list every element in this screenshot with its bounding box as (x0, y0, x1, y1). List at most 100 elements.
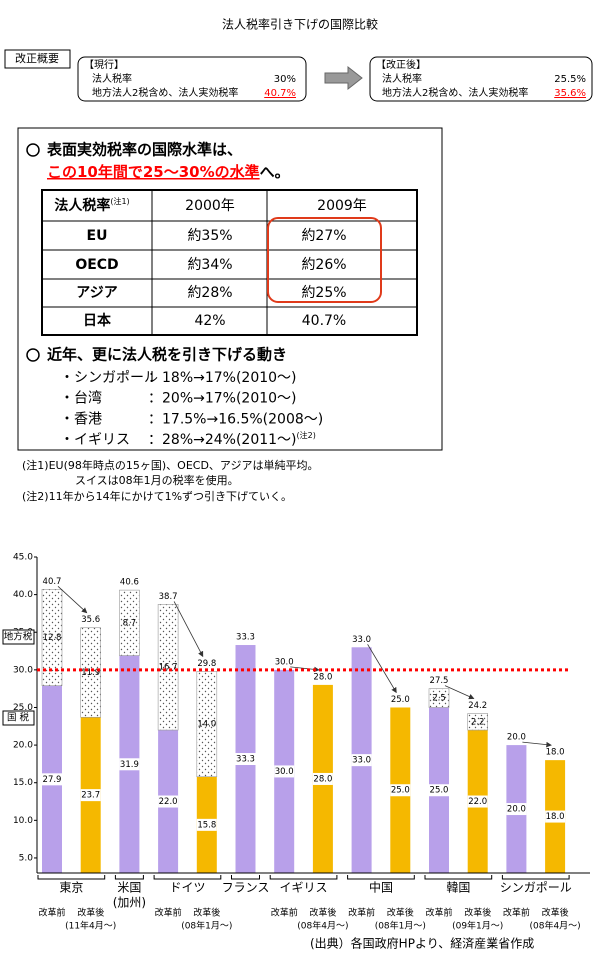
table-cell: OECD (75, 257, 118, 273)
total-label: 40.7 (43, 577, 62, 587)
total-label: 35.6 (81, 615, 100, 625)
value-label: 2.5 (432, 694, 446, 704)
moves: ・シンガポール：18%→17%(2010～) ・台湾 ：20%→17%(2010～)… (60, 370, 323, 448)
value-label: 8.7 (123, 618, 137, 628)
info-box (17, 127, 443, 451)
group-label: 中国 (369, 880, 393, 895)
table-cell: アジア (76, 285, 117, 301)
x-tick-label: 改革前 (425, 907, 452, 919)
bullet (26, 143, 40, 157)
table-body: EU 約35% 約27% OECD 約34% 約26% アジア 約28% 約25% 日本 42% 40… (75, 228, 346, 329)
group-bracket (153, 875, 222, 880)
bar-segment (41, 589, 63, 686)
label-bg (196, 818, 217, 831)
table-cell: 42% (194, 313, 225, 329)
label-bg (312, 772, 333, 785)
group-label: ドイツ (169, 881, 205, 895)
table-header: 2000年 (185, 198, 235, 214)
total-label: 29.8 (197, 659, 216, 669)
group-label: 東京 (59, 881, 83, 895)
series-name: 地方税 (4, 631, 33, 643)
change-arrow (444, 685, 475, 700)
table-header: 法人税率(注1) (54, 196, 129, 215)
table-cell: 約25% (301, 285, 346, 301)
label-bg (429, 784, 449, 797)
current-label: 地方法人2税含め、法人実効税率 (92, 86, 238, 99)
x-tick-label: 改革前 (155, 907, 182, 919)
group-bracket (501, 875, 570, 880)
header-text: 法人税率 (54, 197, 110, 214)
value-label: 12.8 (43, 633, 62, 643)
point-highlight: この10年間で25～30%の水準 (47, 163, 260, 181)
label-bg (235, 753, 256, 766)
value-label: 18.0 (546, 812, 565, 822)
group-label: イギリス (280, 881, 328, 895)
bullet (26, 348, 40, 362)
series-tag-box (2, 629, 35, 645)
label-bg (467, 795, 488, 808)
total-label: 25.0 (391, 695, 410, 705)
group-note: (08年4月～) (529, 920, 580, 932)
summary-label-box (4, 49, 71, 69)
revised-label: 法人税率 (382, 72, 422, 85)
y-tick-label: 10.0 (13, 816, 33, 826)
label-bg (80, 789, 101, 802)
label-bg (119, 758, 140, 771)
revised-heading: 【改正後】 (376, 58, 426, 71)
revised-value: 35.6% (554, 88, 586, 99)
move-change: ：17.5%→16.5%(2008～) (148, 411, 323, 427)
group-bracket (114, 875, 144, 880)
value-label: 25.0 (430, 786, 449, 796)
label-bg (274, 765, 295, 778)
y-tick-label: 5.0 (19, 853, 34, 863)
move-change-text: ：18%→17%(2010～) (148, 370, 297, 386)
x-tick-label: 改革後 (542, 907, 569, 919)
table-cell: 約28% (187, 285, 232, 301)
title: 法人税率引き下げの国際比較 (222, 17, 378, 32)
table-cell: 約34% (187, 257, 232, 273)
arrow (324, 65, 363, 91)
y-tick-label: 45.0 (13, 553, 33, 563)
label-bg (158, 795, 179, 808)
value-label: 25.0 (391, 786, 410, 796)
value-label: 23.7 (81, 791, 100, 801)
group-bracket (347, 875, 415, 880)
value-label: 2.2 (471, 717, 485, 727)
value-label: 31.9 (120, 760, 139, 770)
move-change: ：28%→24%(2011～)(注2) (148, 430, 316, 449)
group-note: (08年1月～) (181, 920, 232, 932)
group-label: フランス (222, 881, 270, 895)
table-border (41, 189, 418, 336)
group-label: 韓国 (446, 881, 470, 895)
x-tick-label: 改革後 (387, 907, 414, 919)
source: (出典）各国政府HPより、経済産業省作成 (310, 936, 534, 951)
total-label: 38.7 (159, 592, 178, 602)
value-label: 22.0 (159, 797, 178, 807)
bar-segment (119, 589, 140, 656)
table-cell: EU (87, 228, 108, 244)
bar-segment (157, 604, 179, 731)
point-tail: へ。 (260, 163, 290, 181)
header-note: (注1) (110, 196, 129, 206)
current-value: 30% (274, 74, 296, 85)
x-tick-label: 改革後 (464, 907, 491, 919)
summary-label: 改正概要 (15, 51, 59, 65)
value-label: 22.0 (468, 797, 487, 807)
table-cell: 約35% (187, 228, 232, 244)
move-change-text: ：28%→24%(2011～) (148, 432, 297, 448)
move-note: (注2) (297, 430, 316, 440)
y-tick-label: 40.0 (13, 590, 33, 600)
current-value: 40.7% (264, 88, 296, 99)
value-label: 27.9 (43, 775, 62, 785)
change-arrow (173, 601, 204, 658)
series-tag-box (2, 710, 35, 726)
x-tick-label: 改革後 (193, 907, 220, 919)
total-label: 28.0 (313, 672, 332, 682)
point-lead: 近年、更に法人税を引き下げる動き (47, 346, 287, 364)
total-label: 33.3 (236, 633, 255, 643)
note: (注1)EU(98年時点の15ヶ国)、OECD、アジアは単純平均。 (22, 458, 318, 472)
group-bracket (424, 875, 493, 880)
group-note: (08年4月～) (297, 920, 348, 932)
